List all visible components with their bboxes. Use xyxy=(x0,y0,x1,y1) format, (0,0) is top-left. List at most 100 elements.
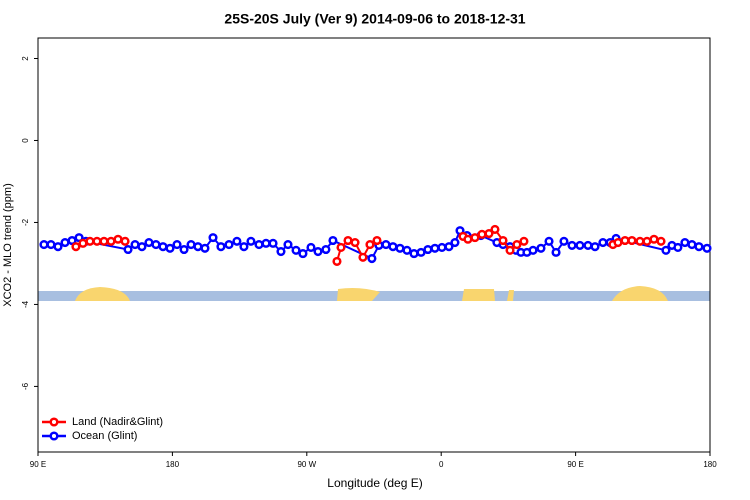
x-tick-label: 90 E xyxy=(30,460,46,469)
y-tick-label: 2 xyxy=(21,56,30,61)
point xyxy=(165,243,175,253)
point xyxy=(551,247,561,257)
point xyxy=(395,243,405,253)
point xyxy=(186,240,196,250)
point xyxy=(67,235,77,246)
point xyxy=(321,244,331,255)
point xyxy=(498,235,508,246)
point xyxy=(172,240,182,250)
point xyxy=(193,242,203,252)
chart-title: 25S-20S July (Ver 9) 2014-09-06 to 2018-… xyxy=(224,11,525,27)
point xyxy=(291,245,301,255)
point xyxy=(120,236,130,246)
point xyxy=(224,240,234,250)
land-ocean-strip xyxy=(38,286,710,301)
point xyxy=(409,249,419,259)
point xyxy=(381,240,391,250)
y-tick-label: 0 xyxy=(21,138,30,143)
y-tick-label: -6 xyxy=(21,382,30,390)
point xyxy=(328,235,338,246)
legend-swatch-point xyxy=(49,417,59,427)
land-shape xyxy=(612,286,668,301)
point xyxy=(336,242,346,253)
y-tick-label: -4 xyxy=(21,300,30,308)
point xyxy=(246,236,256,246)
point xyxy=(46,240,56,250)
point xyxy=(470,233,480,243)
point xyxy=(567,240,577,250)
point xyxy=(283,240,293,250)
point xyxy=(123,244,133,255)
point xyxy=(232,236,242,246)
point xyxy=(298,249,308,259)
point xyxy=(358,252,368,262)
legend-label: Land (Nadir&Glint) xyxy=(72,416,163,428)
point xyxy=(144,237,154,248)
point xyxy=(71,242,81,252)
point xyxy=(239,242,249,252)
point xyxy=(490,224,500,234)
point xyxy=(388,242,398,252)
point xyxy=(53,242,63,252)
point xyxy=(200,243,210,253)
point xyxy=(332,256,342,266)
point xyxy=(372,235,382,246)
x-tick-label: 90 E xyxy=(567,460,583,469)
point xyxy=(268,238,278,248)
point xyxy=(463,234,473,244)
point xyxy=(78,238,88,248)
point xyxy=(575,240,585,250)
point xyxy=(261,238,271,248)
point xyxy=(528,245,538,255)
point xyxy=(74,233,84,243)
point xyxy=(158,242,168,252)
point xyxy=(437,242,447,253)
y-tick-label: -2 xyxy=(21,218,30,226)
point xyxy=(130,240,140,250)
point xyxy=(512,240,522,250)
x-tick-label: 180 xyxy=(166,460,180,469)
point xyxy=(208,233,218,243)
point xyxy=(60,237,70,248)
point xyxy=(137,242,147,252)
point xyxy=(306,242,316,253)
point xyxy=(343,235,353,246)
point xyxy=(365,240,375,250)
y-axis-label: XCO2 - MLO trend (ppm) xyxy=(2,183,14,306)
point xyxy=(620,235,630,246)
legend-label: Ocean (Glint) xyxy=(72,430,137,442)
point xyxy=(92,236,102,246)
point xyxy=(583,240,593,250)
point xyxy=(367,253,377,264)
point xyxy=(544,236,554,246)
point xyxy=(254,240,264,250)
point xyxy=(598,237,608,248)
land-shape xyxy=(337,288,380,301)
point xyxy=(687,240,697,250)
point xyxy=(484,228,494,239)
point xyxy=(649,234,659,244)
point xyxy=(416,247,426,257)
point xyxy=(613,237,623,248)
point xyxy=(350,237,360,248)
x-tick-label: 90 W xyxy=(297,460,316,469)
point xyxy=(635,236,645,246)
point xyxy=(536,243,546,253)
point xyxy=(313,247,323,257)
point xyxy=(656,236,666,246)
point xyxy=(179,244,189,255)
point xyxy=(642,236,652,246)
point xyxy=(276,247,286,257)
x-tick-label: 0 xyxy=(439,460,444,469)
point xyxy=(216,242,226,252)
point xyxy=(680,237,690,248)
point xyxy=(519,236,529,246)
point xyxy=(39,240,49,250)
x-axis-label: Longitude (deg E) xyxy=(327,476,422,490)
point xyxy=(106,236,116,246)
point xyxy=(99,236,109,246)
x-tick-label: 180 xyxy=(703,460,717,469)
point xyxy=(661,245,671,255)
point xyxy=(559,236,569,246)
